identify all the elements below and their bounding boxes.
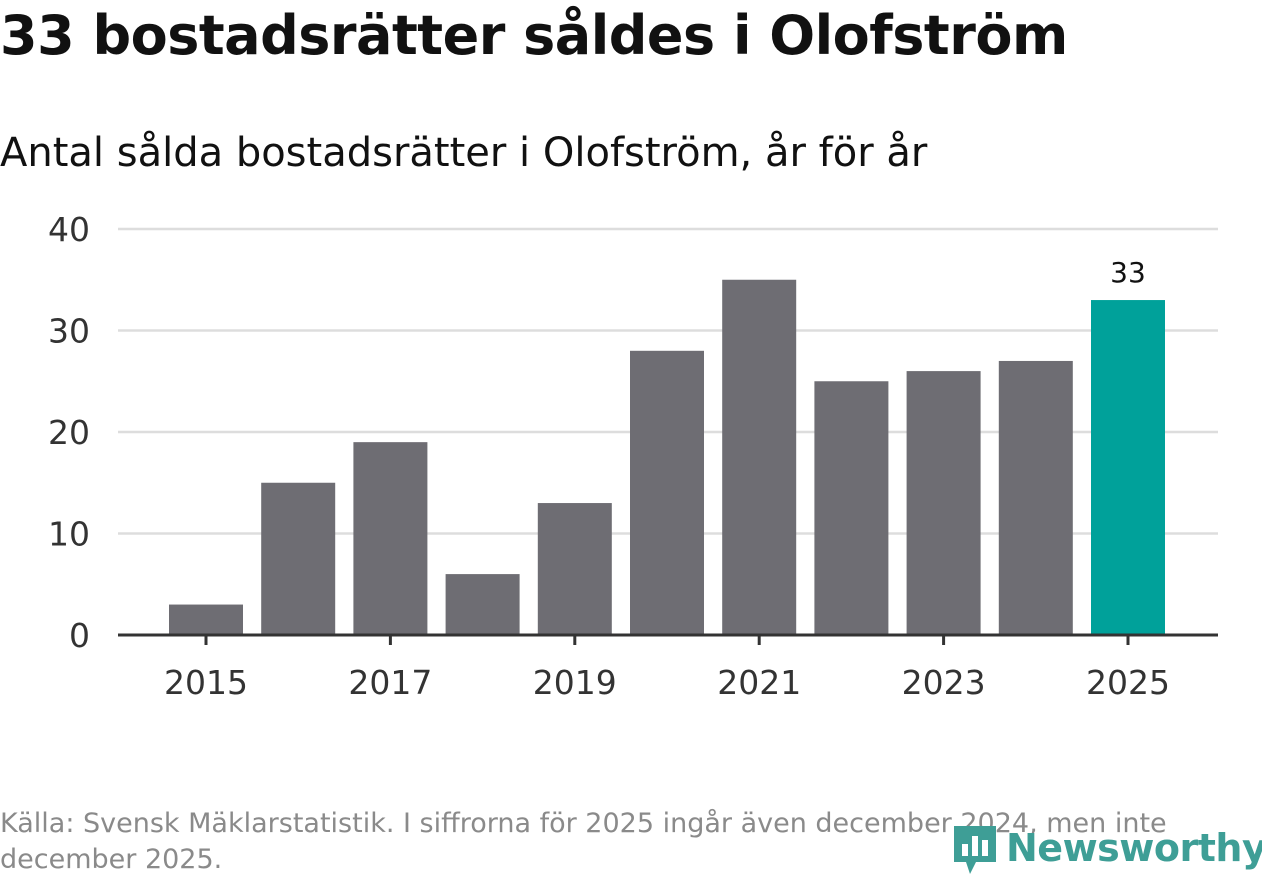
data-labels: 33: [1110, 256, 1146, 289]
x-tick-label: 2019: [533, 663, 617, 702]
y-tick-label: 40: [48, 210, 90, 249]
bar-2015: [169, 604, 243, 635]
bar-2016: [261, 482, 336, 635]
bar-2020: [630, 350, 704, 635]
chart-title: 33 bostadsrätter såldes i Olofström: [0, 4, 1068, 67]
bar-2022: [814, 381, 889, 635]
y-axis-labels: 0 10 20 30 40: [48, 210, 90, 655]
y-tick-label: 20: [48, 413, 90, 452]
x-tick-label: 2015: [164, 663, 248, 702]
x-tick-label: 2021: [717, 663, 801, 702]
logo-text: Newsworthy: [1006, 826, 1262, 870]
chart-bars-logo-icon: [954, 826, 996, 874]
bar-2019: [537, 503, 612, 635]
x-tick-label: 2025: [1086, 663, 1170, 702]
y-tick-label: 30: [48, 312, 90, 351]
x-axis-labels: 2015 2017 2019 2021 2023 2025: [164, 663, 1170, 702]
bar-2018: [445, 574, 520, 635]
source-note: Källa: Svensk Mäklarstatistik. I siffror…: [0, 808, 1167, 875]
y-tick-label: 0: [69, 616, 90, 655]
x-axis: [118, 633, 1218, 645]
bars: [169, 279, 1165, 635]
bar-2025: [1091, 300, 1165, 635]
bar-2021: [722, 279, 797, 635]
bar-2017: [353, 442, 428, 635]
chart-subtitle: Antal sålda bostadsrätter i Olofström, å…: [0, 130, 928, 176]
bar-2024: [998, 360, 1073, 635]
x-tick-label: 2017: [348, 663, 432, 702]
bar-2023: [906, 371, 981, 635]
bar-chart: 0 10 20 30 40 2015 2017 2019 2021 2023 2025 33: [48, 210, 1218, 702]
x-tick-label: 2023: [902, 663, 986, 702]
y-tick-label: 10: [48, 515, 90, 554]
data-label-2025: 33: [1110, 256, 1146, 289]
newsworthy-logo: Newsworthy: [950, 820, 1262, 876]
